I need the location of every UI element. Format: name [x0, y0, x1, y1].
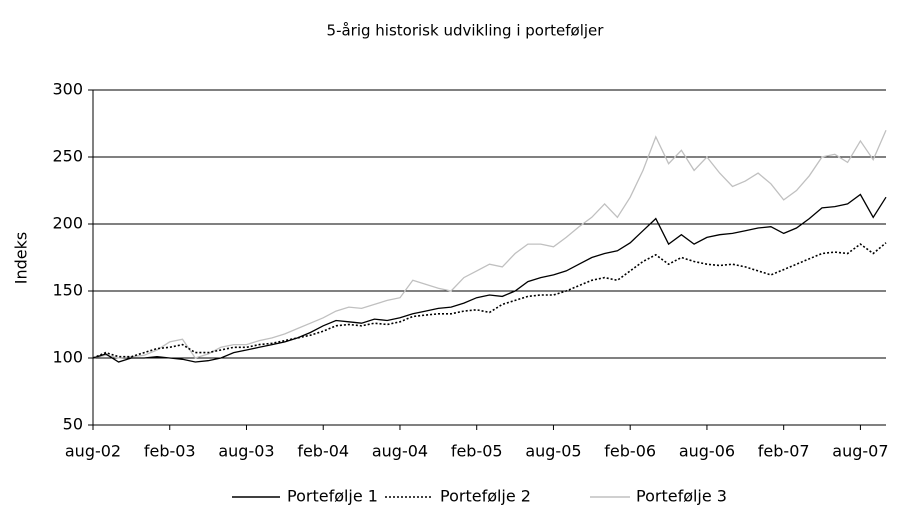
x-tick-label: feb-06 — [604, 442, 656, 461]
chart-title: 5-årig historisk udvikling i porteføljer — [327, 22, 605, 40]
x-tick-label: feb-07 — [758, 442, 810, 461]
y-tick-label: 50 — [63, 415, 83, 434]
x-tick-label: aug-03 — [218, 442, 274, 461]
y-tick-label: 250 — [52, 147, 83, 166]
series-line — [92, 129, 887, 359]
x-tick-label: feb-03 — [144, 442, 196, 461]
series-line — [92, 193, 887, 363]
y-tick-label: 150 — [52, 281, 83, 300]
x-tick-label: aug-06 — [679, 442, 735, 461]
legend-label: Portefølje 2 — [440, 487, 531, 506]
y-tick-label: 300 — [52, 80, 83, 99]
legend-label: Portefølje 3 — [636, 487, 727, 506]
x-tick-label: feb-04 — [297, 442, 349, 461]
legend-label: Portefølje 1 — [287, 487, 378, 506]
x-tick-label: feb-05 — [451, 442, 503, 461]
y-tick-label: 200 — [52, 214, 83, 233]
x-tick-label: aug-02 — [65, 442, 121, 461]
x-tick-label: aug-04 — [372, 442, 428, 461]
x-tick-label: aug-05 — [525, 442, 581, 461]
series-line — [92, 242, 887, 359]
x-tick-label: aug-07 — [832, 442, 888, 461]
y-axis-label: Indeks — [12, 232, 31, 284]
y-tick-label: 100 — [52, 348, 83, 367]
